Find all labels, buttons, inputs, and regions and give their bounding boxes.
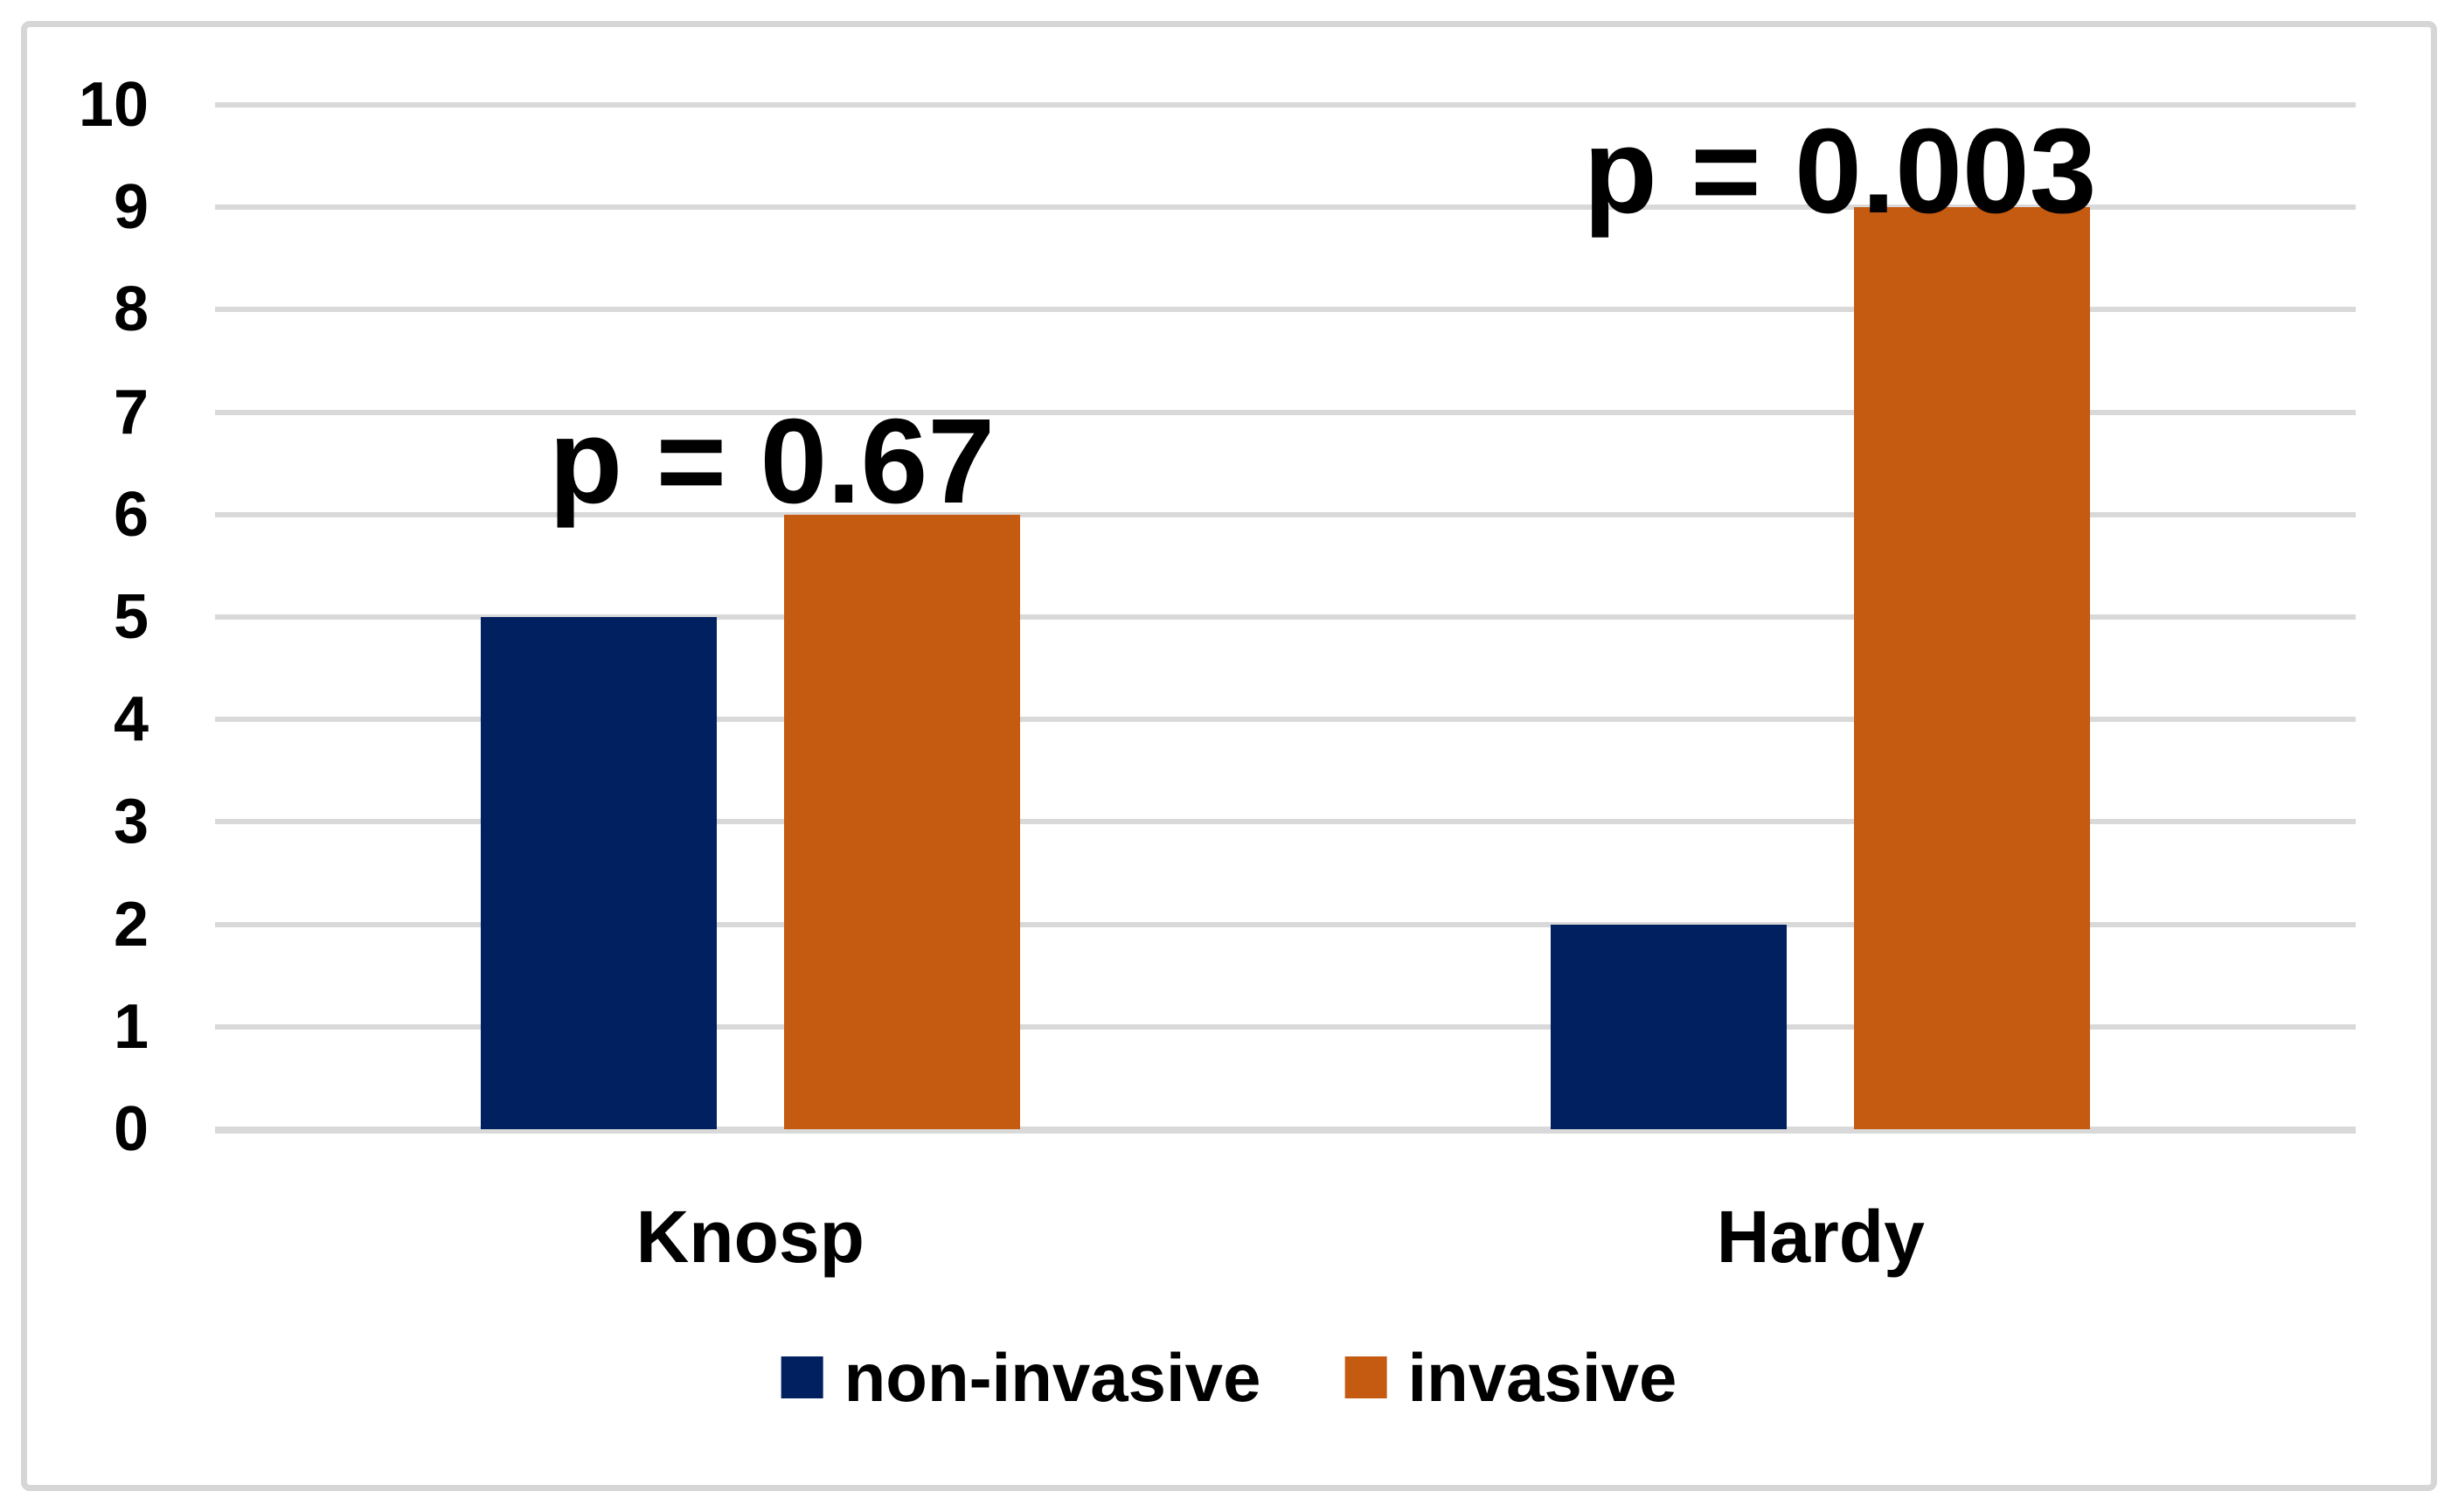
gridline-y-9 — [215, 205, 2356, 211]
gridline-y-6 — [215, 511, 2356, 517]
legend-item-non-invasive: non-invasive — [781, 1339, 1261, 1416]
y-tick-label-9: 9 — [113, 172, 149, 243]
gridline-y-0 — [215, 1127, 2356, 1134]
gridline-y-2 — [215, 921, 2356, 927]
bar-knosp-non-invasive — [480, 617, 717, 1129]
y-tick-label-3: 3 — [113, 787, 149, 857]
y-tick-label-4: 4 — [113, 684, 149, 755]
p-value-annotation-knosp: p = 0.67 — [548, 394, 996, 529]
gridline-y-10 — [215, 102, 2356, 108]
y-tick-label-2: 2 — [113, 889, 149, 960]
non-invasive-swatch-icon — [781, 1356, 823, 1398]
invasive-swatch-icon — [1344, 1356, 1387, 1398]
gridline-y-4 — [215, 717, 2356, 723]
bar-knosp-invasive — [783, 514, 1020, 1129]
gridline-y-5 — [215, 614, 2356, 620]
bar-hardy-non-invasive — [1551, 924, 1788, 1129]
x-axis-label-hardy: Hardy — [1716, 1196, 1925, 1278]
y-tick-label-1: 1 — [113, 991, 149, 1062]
gridline-y-7 — [215, 409, 2356, 415]
y-tick-label-5: 5 — [113, 582, 149, 652]
y-tick-label-0: 0 — [113, 1094, 149, 1164]
y-tick-label-7: 7 — [113, 377, 149, 447]
legend-item-invasive: invasive — [1344, 1340, 1677, 1415]
p-value-annotation-hardy: p = 0.003 — [1583, 104, 2097, 239]
legend: non-invasive invasive — [781, 1340, 1677, 1415]
legend-label-invasive: invasive — [1407, 1339, 1677, 1416]
y-tick-label-10: 10 — [78, 70, 149, 140]
gridline-y-1 — [215, 1023, 2356, 1030]
y-tick-label-6: 6 — [113, 479, 149, 550]
gridline-y-8 — [215, 307, 2356, 313]
x-axis-label-knosp: Knosp — [635, 1196, 864, 1278]
plot-area — [215, 102, 2356, 1134]
bar-hardy-invasive — [1854, 207, 2091, 1129]
gridline-y-3 — [215, 819, 2356, 825]
y-tick-label-8: 8 — [113, 274, 149, 345]
legend-label-non-invasive: non-invasive — [844, 1339, 1261, 1416]
